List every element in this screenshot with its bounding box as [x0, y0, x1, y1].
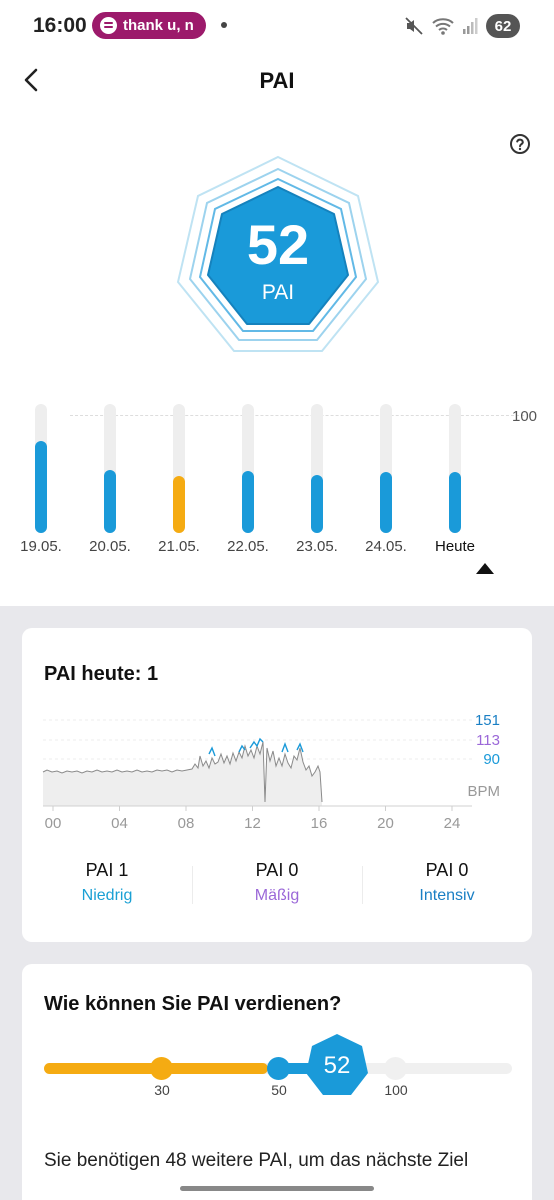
goal-tick-50: 50 [271, 1082, 287, 1098]
goal-tick-100: 100 [384, 1082, 408, 1098]
zone-1: PAI 0 Mäßig [192, 860, 362, 905]
pai-total-unit: PAI [261, 281, 295, 304]
day-label[interactable]: 23.05. [296, 538, 338, 555]
heart-rate-chart: BPM 151 113 90 00 04 08 12 16 20 24 [42, 712, 500, 832]
day-bar-track [311, 404, 323, 533]
day-bar-fill [449, 472, 461, 533]
current-pai-value: 52 [323, 1052, 351, 1079]
day-bar-3[interactable] [242, 404, 256, 533]
zone-0: PAI 1 Niedrig [22, 860, 192, 905]
day-label[interactable]: 20.05. [89, 538, 131, 555]
day-bar-5[interactable] [380, 404, 394, 533]
goal-hint-text: Sie benötigen 48 weitere PAI, um das näc… [44, 1150, 469, 1171]
battery-indicator: 62 [486, 14, 520, 38]
status-time: 16:00 [33, 14, 87, 37]
day-bar-track [449, 404, 461, 533]
x-tick-label: 16 [311, 815, 328, 832]
goal-marker-30 [150, 1057, 173, 1080]
day-label[interactable]: 22.05. [227, 538, 269, 555]
home-indicator[interactable] [180, 1186, 374, 1191]
zone-label: Niedrig [81, 887, 133, 904]
spotify-icon [100, 17, 117, 34]
day-label[interactable]: 21.05. [158, 538, 200, 555]
day-bar-6[interactable] [449, 404, 463, 533]
zone-label: Mäßig [254, 887, 300, 904]
heart-rate-area [43, 742, 322, 806]
signal-icon [463, 18, 478, 34]
badge-core [207, 186, 349, 325]
zone-label: Intensiv [419, 887, 475, 904]
status-bar: 16:00 thank u, n 62 [0, 0, 554, 52]
zone-value: PAI 1 [85, 860, 129, 880]
zone-2: PAI 0 Intensiv [362, 860, 532, 905]
day-bar-2[interactable] [173, 404, 187, 533]
x-tick-label: 04 [111, 815, 128, 832]
heart-rate-high-segments [208, 737, 304, 757]
goal-tick-30: 30 [154, 1082, 170, 1098]
wifi-icon [432, 18, 454, 35]
status-icons: 62 [404, 14, 520, 38]
zone-summary: PAI 1 Niedrig PAI 0 Mäßig PAI 0 Intensiv [22, 860, 532, 920]
pai-badge [176, 155, 380, 352]
today-card: PAI heute: 1 BPM 151 113 90 00 04 08 12 16 20 24 … [22, 628, 532, 942]
zone-divider [362, 866, 363, 904]
x-tick-label: 20 [377, 815, 394, 832]
threshold-label: 90 [483, 751, 500, 768]
bpm-unit-label: BPM [467, 783, 500, 800]
day-bar-track [35, 404, 47, 533]
day-bar-fill [35, 441, 47, 533]
day-bar-fill [380, 472, 392, 533]
badge-ring-mid [188, 167, 368, 341]
day-bar-track [242, 404, 254, 533]
today-card-title: PAI heute: 1 [44, 663, 159, 685]
help-icon[interactable] [509, 133, 531, 155]
max-reference-label: 100 [512, 408, 538, 425]
selected-day-indicator-icon [476, 563, 494, 574]
threshold-label: 151 [475, 712, 500, 729]
badge-ring-inner [198, 177, 358, 332]
day-bar-fill [311, 475, 323, 533]
goal-marker-50 [267, 1057, 290, 1080]
heart-rate-line [42, 741, 323, 803]
day-bar-0[interactable] [35, 404, 49, 533]
mute-icon [405, 17, 423, 35]
day-bar-track [380, 404, 392, 533]
day-bar-fill [104, 470, 116, 533]
page-title: PAI [259, 68, 295, 93]
goal-progress-slider: 52 30 50 100 [22, 1028, 532, 1108]
day-label[interactable]: 24.05. [365, 538, 407, 555]
max-reference-line [70, 415, 524, 416]
day-bar-track [104, 404, 116, 533]
threshold-label: 113 [476, 732, 500, 749]
notification-dot-icon [221, 22, 227, 28]
zone-value: PAI 0 [425, 860, 469, 880]
summary-section: 16:00 thank u, n 62 [0, 0, 554, 606]
day-label[interactable]: Heute [434, 538, 476, 555]
earn-card-title: Wie können Sie PAI verdienen? [44, 993, 342, 1015]
day-bar-1[interactable] [104, 404, 118, 533]
zone-value: PAI 0 [255, 860, 299, 880]
back-arrow-icon[interactable] [18, 66, 46, 94]
current-pai-marker [306, 1034, 368, 1095]
earn-card: Wie können Sie PAI verdienen? 52 30 50 1… [22, 964, 532, 1200]
x-tick-label: 24 [444, 815, 461, 832]
day-bar-fill [173, 476, 185, 533]
goal-marker-100 [384, 1057, 407, 1080]
day-label[interactable]: 19.05. [20, 538, 62, 555]
badge-ring-outer [176, 155, 380, 352]
x-tick-label: 08 [178, 815, 195, 832]
day-bar-track [173, 404, 185, 533]
goal-segment-mid [268, 1063, 328, 1074]
x-tick-label: 00 [45, 815, 62, 832]
zone-divider [192, 866, 193, 904]
pai-total-value: 52 [246, 213, 310, 276]
media-playing-chip[interactable]: thank u, n [92, 12, 206, 39]
media-title: thank u, n [123, 17, 194, 34]
x-tick-label: 12 [244, 815, 261, 832]
weekly-pai-chart: 100 19.05. 20.05. 21.05. 22.05. 23.05. 24.05.… [20, 400, 537, 580]
day-bar-4[interactable] [311, 404, 325, 533]
day-bar-fill [242, 471, 254, 533]
